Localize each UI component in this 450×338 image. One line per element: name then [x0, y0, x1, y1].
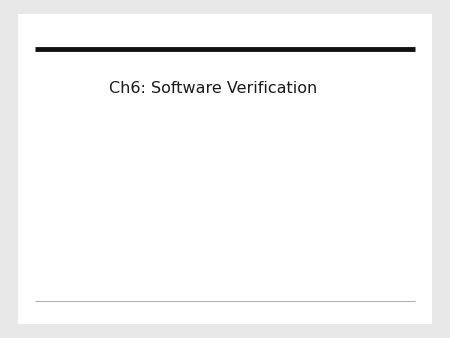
Text: Ch6: Software Verification: Ch6: Software Verification	[109, 81, 317, 96]
